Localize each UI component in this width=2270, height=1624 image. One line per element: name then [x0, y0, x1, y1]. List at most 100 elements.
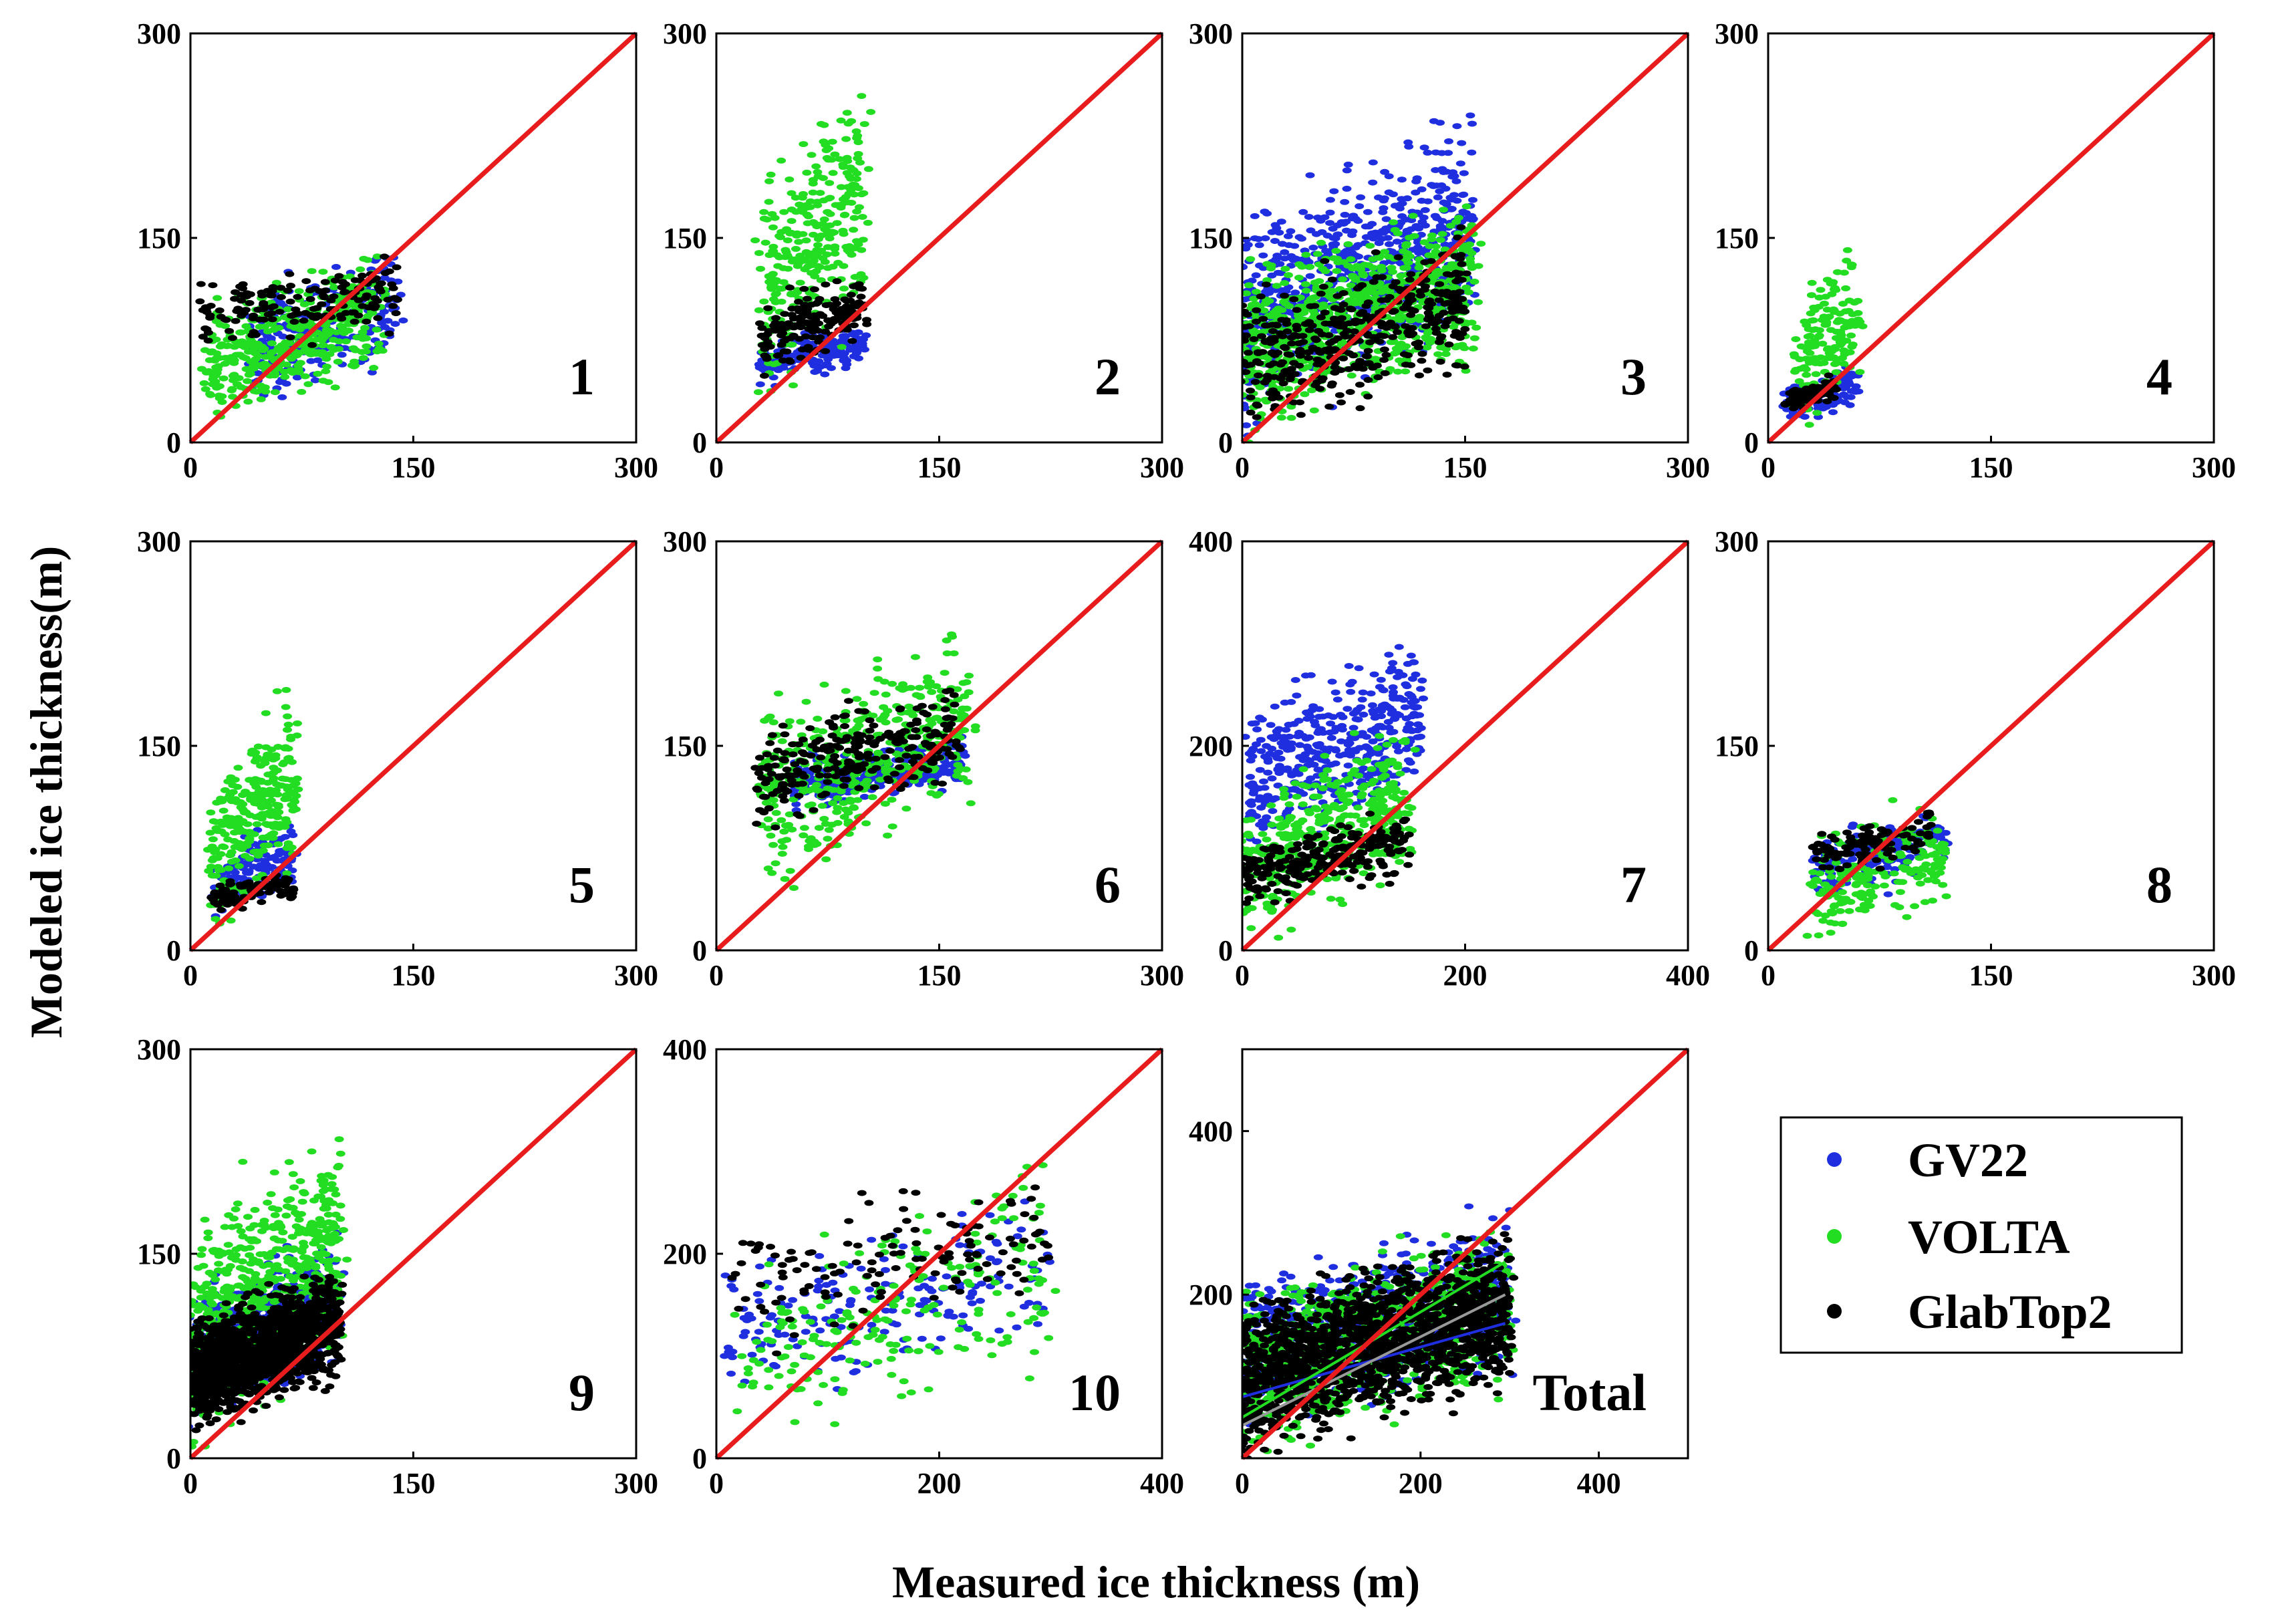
point-volta [787, 826, 797, 833]
point-volta [778, 279, 789, 285]
point-volta [1842, 247, 1852, 253]
point-glabtop2 [1242, 323, 1250, 330]
point-volta [211, 364, 221, 370]
point-gv22 [1330, 241, 1340, 247]
y-tick-label: 300 [1189, 17, 1233, 50]
point-volta [863, 166, 873, 172]
point-volta [1280, 280, 1290, 286]
point-volta [272, 688, 282, 694]
point-volta [269, 769, 279, 776]
point-volta [1393, 347, 1403, 354]
point-volta [833, 259, 843, 266]
point-gv22 [1388, 191, 1398, 198]
point-volta [1801, 366, 1811, 373]
point-glabtop2 [391, 310, 401, 317]
point-volta [211, 872, 221, 879]
point-glabtop2 [1824, 392, 1834, 398]
point-gv22 [1342, 167, 1352, 174]
point-glabtop2 [1242, 302, 1248, 309]
point-gv22 [1459, 170, 1469, 176]
point-volta [333, 358, 343, 365]
point-volta [1453, 215, 1463, 221]
point-volta [785, 718, 795, 724]
point-volta [820, 226, 830, 233]
point-volta [1819, 313, 1829, 320]
point-volta [214, 392, 224, 399]
point-volta [783, 265, 793, 272]
point-volta [1836, 335, 1846, 342]
point-glabtop2 [203, 337, 213, 344]
point-volta [836, 788, 846, 795]
point-glabtop2 [279, 879, 289, 886]
point-volta [226, 774, 236, 781]
point-gv22 [1828, 409, 1838, 416]
point-volta [796, 718, 806, 725]
point-gv22 [1329, 188, 1339, 194]
point-volta [776, 285, 787, 292]
point-glabtop2 [1403, 300, 1413, 307]
point-volta [1300, 391, 1310, 398]
point-volta [759, 209, 769, 215]
point-glabtop2 [1253, 349, 1263, 356]
point-volta [283, 721, 293, 728]
point-volta [1453, 343, 1463, 349]
point-volta [927, 688, 937, 695]
point-glabtop2 [1289, 296, 1299, 303]
point-volta [809, 257, 819, 264]
point-volta [214, 867, 224, 873]
point-volta [210, 849, 220, 855]
point-volta [226, 917, 236, 924]
point-volta [300, 347, 310, 354]
point-glabtop2 [1338, 323, 1348, 330]
point-glabtop2 [306, 312, 316, 318]
point-gv22 [1435, 188, 1445, 194]
point-gv22 [1242, 245, 1251, 252]
point-glabtop2 [255, 316, 265, 323]
point-gv22 [1325, 196, 1335, 203]
point-volta [297, 388, 307, 395]
point-glabtop2 [854, 281, 864, 287]
point-volta [1388, 269, 1397, 275]
point-volta [256, 396, 266, 402]
point-volta [768, 841, 778, 848]
point-glabtop2 [796, 354, 806, 361]
point-volta [1846, 264, 1856, 271]
point-glabtop2 [1379, 357, 1389, 363]
point-gv22 [1325, 209, 1335, 216]
point-gv22 [1381, 216, 1391, 223]
point-glabtop2 [760, 334, 770, 341]
point-volta [318, 342, 327, 349]
point-glabtop2 [1252, 414, 1262, 420]
point-glabtop2 [849, 322, 859, 329]
point-volta [838, 196, 848, 202]
point-gv22 [1840, 399, 1850, 406]
point-gv22 [1251, 272, 1261, 279]
point-gv22 [1340, 198, 1350, 205]
point-gv22 [1397, 213, 1407, 219]
point-volta [1476, 241, 1486, 247]
point-glabtop2 [1344, 350, 1355, 356]
point-volta [754, 250, 764, 257]
point-volta [881, 691, 891, 698]
point-volta [940, 670, 950, 676]
point-volta [1365, 287, 1375, 294]
point-volta [1814, 332, 1824, 339]
point-volta [859, 700, 869, 707]
point-volta [961, 766, 971, 773]
point-volta [1297, 263, 1307, 270]
point-volta [769, 361, 779, 368]
point-volta [1812, 410, 1822, 416]
point-gv22 [1465, 112, 1475, 119]
point-volta [802, 169, 812, 176]
point-glabtop2 [231, 317, 241, 324]
point-volta [207, 843, 217, 850]
point-volta [1853, 309, 1863, 316]
point-glabtop2 [1330, 305, 1340, 311]
point-volta [812, 781, 822, 788]
point-volta [242, 843, 252, 849]
point-volta [238, 818, 248, 824]
point-volta [813, 242, 823, 249]
point-glabtop2 [1354, 362, 1364, 369]
point-glabtop2 [1399, 305, 1409, 311]
point-glabtop2 [1308, 344, 1318, 351]
